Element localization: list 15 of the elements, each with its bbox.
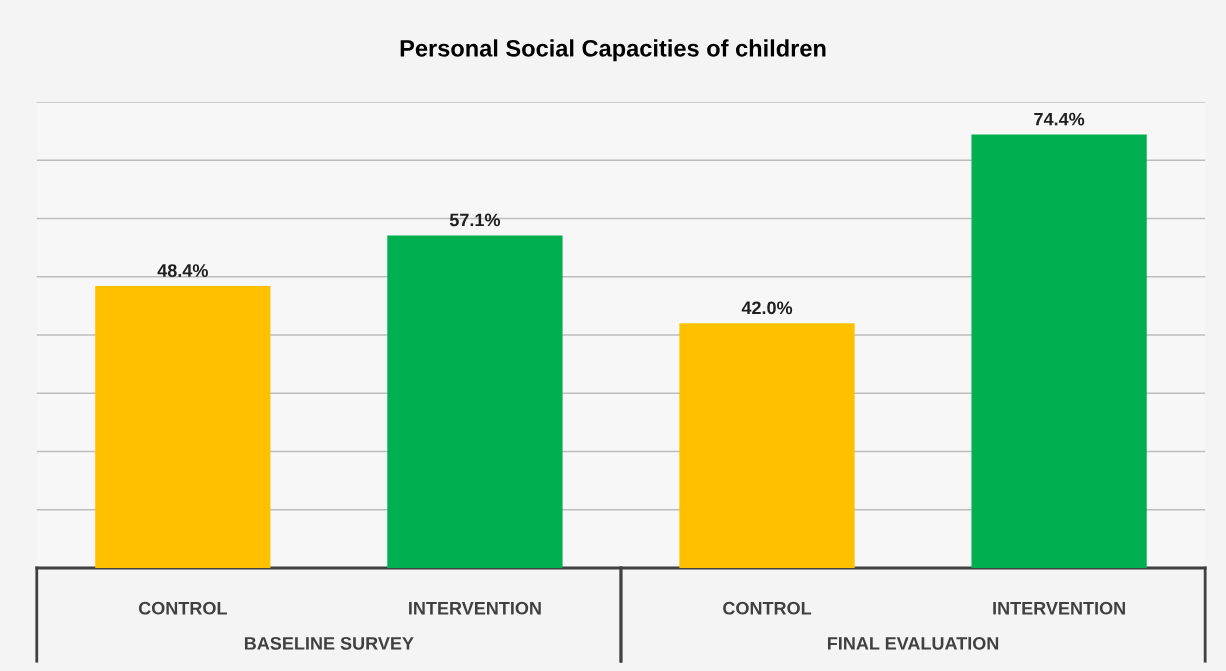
x-tick-label: INTERVENTION — [409, 601, 541, 615]
data-label: 42.0% — [741, 301, 793, 315]
x-tick-label: CONTROL — [138, 601, 227, 615]
data-label: 57.1% — [449, 213, 501, 227]
text: BASELINE SURVEY — [244, 636, 414, 650]
data-label: 74.4% — [1034, 112, 1085, 126]
x-tick-label: INTERVENTION — [993, 601, 1125, 615]
bar — [95, 286, 271, 568]
bar — [679, 323, 855, 568]
bar — [387, 235, 563, 568]
data-label: 48.4% — [157, 264, 208, 277]
bar — [971, 134, 1147, 568]
chart-title: Personal Social Capacities of children — [400, 39, 826, 62]
text: FINAL EVALUATION — [828, 636, 999, 650]
x-tick-label: CONTROL — [723, 601, 812, 615]
